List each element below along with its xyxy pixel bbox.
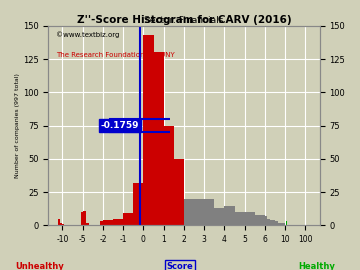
Bar <box>153 52 164 225</box>
Bar <box>224 205 234 225</box>
Bar <box>113 219 123 225</box>
Bar <box>275 221 278 225</box>
Bar <box>234 212 245 225</box>
Text: Sector: Financials: Sector: Financials <box>144 16 224 25</box>
Bar <box>214 208 224 225</box>
Bar <box>81 212 83 225</box>
Bar <box>60 223 62 225</box>
Bar <box>245 212 255 225</box>
Bar <box>270 220 273 225</box>
Bar <box>265 216 267 225</box>
Bar <box>99 221 103 225</box>
Bar <box>194 199 204 225</box>
Bar <box>267 219 270 225</box>
Bar <box>164 126 174 225</box>
Bar <box>255 215 265 225</box>
Text: Score: Score <box>167 262 193 270</box>
Bar <box>83 211 86 225</box>
Bar <box>184 199 194 225</box>
Text: ©www.textbiz.org: ©www.textbiz.org <box>57 32 120 38</box>
Bar <box>62 224 64 225</box>
Bar <box>204 199 214 225</box>
Bar <box>86 223 89 225</box>
Bar <box>143 35 153 225</box>
Bar <box>283 223 285 225</box>
Bar <box>278 223 280 225</box>
Bar <box>133 183 143 225</box>
Text: The Research Foundation of SUNY: The Research Foundation of SUNY <box>57 52 175 58</box>
Bar <box>103 220 113 225</box>
Y-axis label: Number of companies (997 total): Number of companies (997 total) <box>15 73 20 178</box>
Title: Z''-Score Histogram for CARV (2016): Z''-Score Histogram for CARV (2016) <box>77 15 291 25</box>
Text: Healthy: Healthy <box>298 262 335 270</box>
Bar <box>280 223 283 225</box>
Bar <box>273 220 275 225</box>
Bar <box>174 159 184 225</box>
Bar <box>58 219 60 225</box>
Text: -0.1759: -0.1759 <box>100 121 139 130</box>
Text: Unhealthy: Unhealthy <box>15 262 64 270</box>
Bar <box>123 214 133 225</box>
